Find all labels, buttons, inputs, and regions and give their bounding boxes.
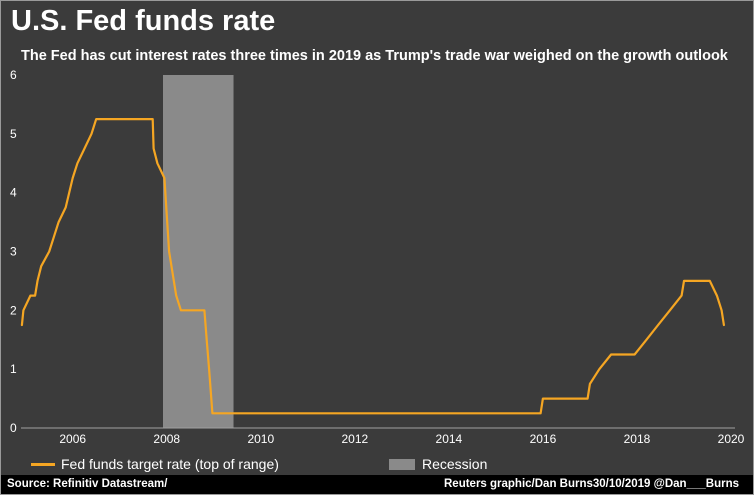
- x-tick-label-6: 2018: [624, 432, 651, 446]
- chart-subtitle: The Fed has cut interest rates three tim…: [21, 48, 728, 64]
- y-tick-label-2: 2: [10, 303, 17, 317]
- legend-recession-swatch: [389, 459, 415, 470]
- x-tick-label-0: 2006: [59, 432, 86, 446]
- x-tick-label-7: 2020: [718, 432, 745, 446]
- y-tick-label-0: 0: [10, 421, 17, 435]
- x-tick-label-3: 2012: [341, 432, 368, 446]
- recession-band-0: [163, 75, 234, 428]
- x-tick-label-4: 2014: [436, 432, 463, 446]
- footer-bar: [1, 475, 753, 494]
- source-note: Source: Refinitiv Datastream/: [7, 478, 168, 490]
- graphic-credit: Reuters graphic/Dan Burns30/10/2019 @Dan…: [444, 478, 739, 490]
- y-tick-label-4: 4: [10, 186, 17, 200]
- y-tick-label-1: 1: [10, 362, 17, 376]
- legend-rate-label: Fed funds target rate (top of range): [61, 456, 279, 472]
- chart-title: U.S. Fed funds rate: [11, 5, 276, 37]
- x-tick-label-1: 2008: [153, 432, 180, 446]
- y-tick-label-6: 6: [10, 68, 17, 82]
- x-tick-label-2: 2010: [247, 432, 274, 446]
- y-tick-label-5: 5: [10, 127, 17, 141]
- y-tick-label-3: 3: [10, 245, 17, 259]
- legend-rate-swatch: [31, 463, 55, 466]
- series-line-0: [20, 118, 725, 415]
- legend-recession-label: Recession: [422, 456, 488, 472]
- x-tick-label-5: 2016: [530, 432, 557, 446]
